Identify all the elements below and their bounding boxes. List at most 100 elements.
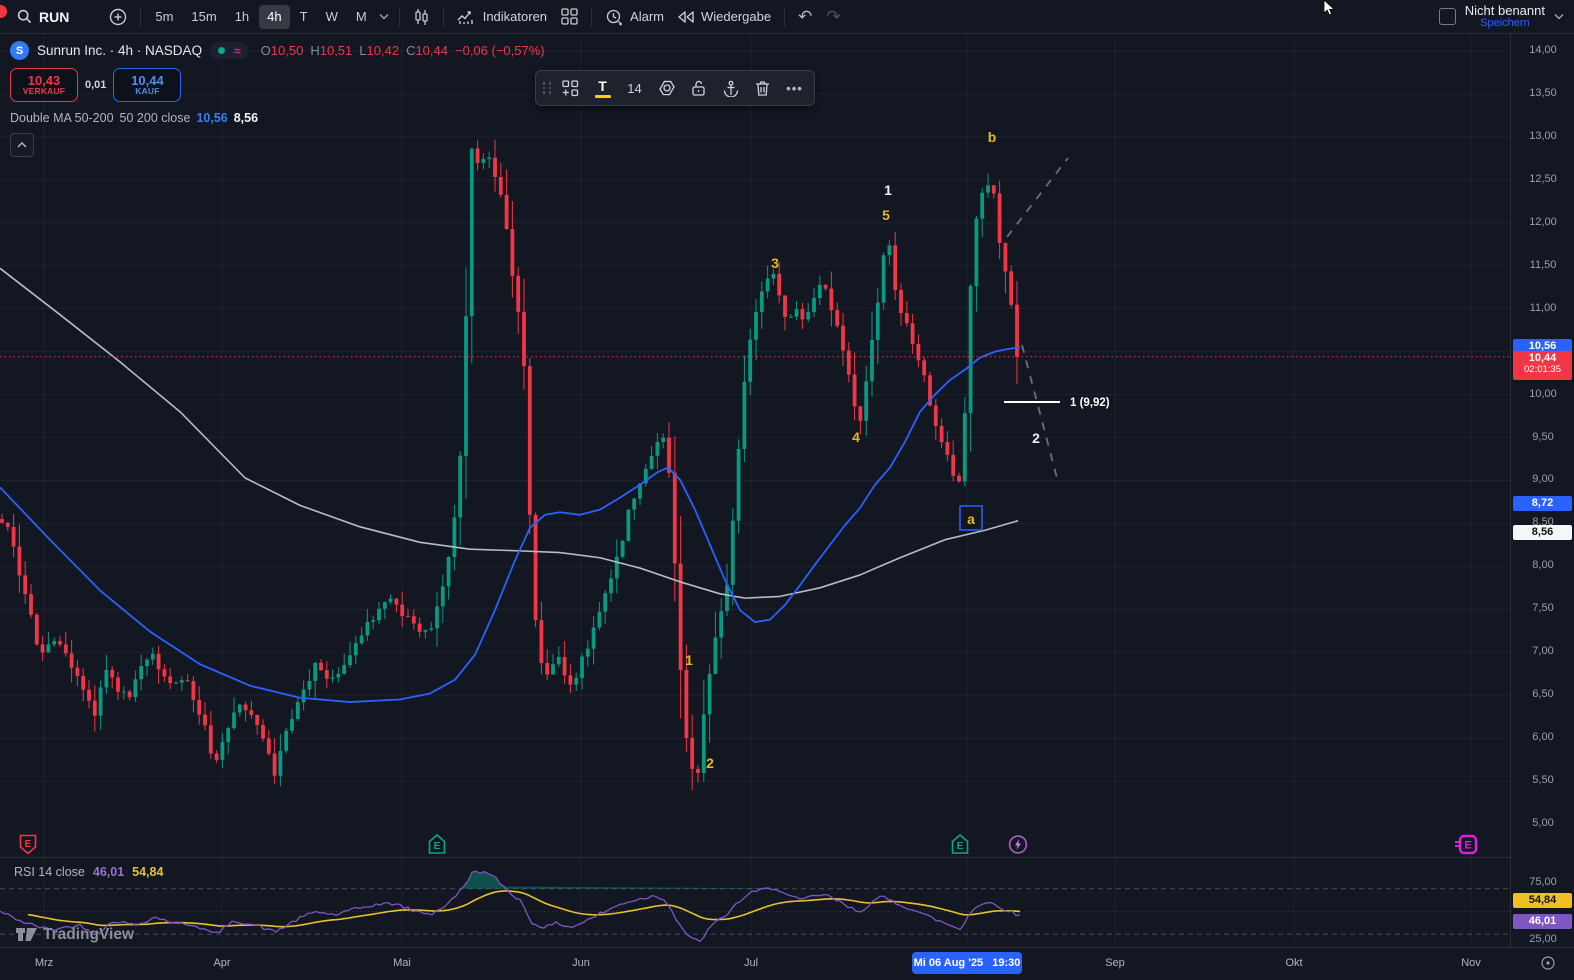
chart-style-button[interactable] <box>406 4 437 30</box>
indicator-legend[interactable]: Double MA 50-200 50 200 close 10,56 8,56 <box>10 111 552 125</box>
anchor-button[interactable] <box>716 74 745 102</box>
pane-separator[interactable] <box>0 857 1510 858</box>
rsi-legend[interactable]: RSI 14 close 46,01 54,84 <box>14 865 163 879</box>
watermark-text: TradingView <box>43 925 135 943</box>
price-tick-label: 6,50 <box>1532 688 1554 701</box>
layout-grid-button[interactable] <box>554 4 585 30</box>
timeframe-chevron-icon[interactable] <box>379 13 389 20</box>
rsi-title: RSI 14 close <box>14 865 85 879</box>
toolbar-drag-handle[interactable] <box>541 74 553 102</box>
market-status-pill[interactable]: ≈ <box>210 42 249 59</box>
top-toolbar: RUN 5m 15m 1h 4h T W M <box>0 0 1574 34</box>
symbol-ticker: RUN <box>39 8 70 25</box>
legend-collapse-button[interactable] <box>10 133 34 157</box>
timezone-clock-icon[interactable] <box>1540 955 1556 971</box>
price-tick-label: 12,50 <box>1529 172 1557 185</box>
layout-name-block[interactable]: Nicht benannt Speichern <box>1465 4 1545 29</box>
price-axis[interactable]: 14,0013,5013,0012,5012,0011,5011,0010,50… <box>1510 33 1574 948</box>
time-tick-Nov: Nov <box>1461 957 1481 969</box>
time-tick-Sep: Sep <box>1105 957 1125 969</box>
price-tick-label: 14,00 <box>1529 44 1557 56</box>
save-checkbox[interactable] <box>1438 8 1456 25</box>
price-tick-label: 7,00 <box>1532 645 1554 658</box>
trade-panel: 10,43 VERKAUF 0,01 10,44 KAUF <box>10 68 552 102</box>
rsi-ma-value: 54,84 <box>132 865 164 879</box>
power-lightning-icon[interactable] <box>1008 835 1028 860</box>
font-size-button[interactable]: 14 <box>620 74 649 102</box>
rewind-icon <box>678 10 694 23</box>
rsi-ma-badge: 54,84 <box>1513 892 1572 908</box>
wave-label: 2 <box>1032 430 1040 446</box>
indicator-value-slow: 8,56 <box>233 111 259 125</box>
more-options-button[interactable]: ••• <box>780 74 809 102</box>
redo-button[interactable]: ↷ <box>819 4 847 30</box>
ma-fast-price-badge: 10,56 <box>1513 339 1572 355</box>
rsi-plot <box>0 870 1510 943</box>
timeframe-15m[interactable]: 15m <box>191 9 217 24</box>
tradingview-logo-icon <box>16 928 37 941</box>
symbol-logo: S <box>10 41 29 60</box>
lock-button[interactable] <box>684 74 713 102</box>
measure-label: 1 (9,92) <box>1070 397 1110 409</box>
last-price-value: 10,44 <box>1528 351 1557 364</box>
timeframe-4h[interactable]: 4h <box>259 4 290 29</box>
earnings-green-icon[interactable]: E <box>951 833 970 860</box>
time-tick-Mrz: Mrz <box>34 957 54 969</box>
moving-averages <box>0 267 1021 703</box>
earnings-green-icon[interactable]: E <box>428 833 447 860</box>
replay-button[interactable]: Wiedergabe <box>671 4 778 30</box>
wave-label: a <box>967 511 975 527</box>
earnings-red-icon[interactable]: E <box>19 834 38 860</box>
wave-label: 2 <box>706 755 714 771</box>
market-open-dot-icon <box>218 47 226 54</box>
time-axis[interactable]: Mrz Apr Mai Jun Jul Sep Okt Nov Mi 06 Aug '25 1… <box>0 947 1574 980</box>
timeframe-1h[interactable]: 1h <box>234 9 250 24</box>
delete-button[interactable] <box>748 74 777 102</box>
timeframe-T[interactable]: T <box>299 9 308 24</box>
ohlc-values: O10,50 H10,51 L10,42 C10,44 −0,06 (−0,57%) <box>260 43 545 58</box>
symbol-title[interactable]: Sunrun Inc. · 4h · NASDAQ <box>37 43 203 58</box>
indicator-params: 50 200 close <box>119 111 191 125</box>
timeframe-M[interactable]: M <box>355 9 367 24</box>
timeframe-5m[interactable]: 5m <box>155 9 174 24</box>
price-tick-label: 9,00 <box>1532 473 1554 486</box>
settings-button[interactable] <box>652 74 681 102</box>
sell-button[interactable]: 10,43 VERKAUF <box>10 68 78 102</box>
save-link[interactable]: Speichern <box>1480 16 1530 29</box>
price-tick-label: 8,00 <box>1532 559 1554 572</box>
svg-text:E: E <box>1464 840 1471 852</box>
alarm-button[interactable]: Alarm <box>598 4 671 30</box>
candles-icon <box>413 8 430 26</box>
selected-annotation-box <box>959 505 983 531</box>
layout-grid-icon <box>561 8 578 25</box>
redo-icon: ↷ <box>826 6 841 26</box>
text-color-button[interactable]: T <box>588 74 617 102</box>
buy-button[interactable]: 10,44 KAUF <box>113 68 182 102</box>
indicators-button[interactable]: Indikatoren <box>450 4 554 30</box>
mouse-cursor <box>1323 0 1336 21</box>
timeframe-W[interactable]: W <box>325 9 338 24</box>
layout-chevron-icon[interactable] <box>1554 13 1564 20</box>
time-tick-Okt: Okt <box>1285 957 1303 969</box>
compare-add-button[interactable] <box>102 4 134 30</box>
indicators-icon <box>457 9 476 25</box>
time-tick-Apr: Apr <box>213 957 231 969</box>
toolbar-divider <box>398 6 400 27</box>
earnings-magenta-icon[interactable]: E <box>1454 834 1478 860</box>
replay-label: Wiedergabe <box>701 9 772 24</box>
alarm-label: Alarm <box>630 9 664 24</box>
search-icon <box>17 9 32 24</box>
price-tick-label: 10,00 <box>1529 387 1557 400</box>
blue-level-badge: 8,72 <box>1513 496 1572 512</box>
undo-button[interactable]: ↶ <box>791 4 819 30</box>
tradingview-watermark[interactable]: TradingView <box>16 925 134 944</box>
price-tick-label: 12,00 <box>1529 215 1557 228</box>
symbol-search-button[interactable]: RUN <box>10 4 76 30</box>
approx-price-icon: ≈ <box>234 43 241 58</box>
template-button[interactable] <box>556 74 585 102</box>
time-tick-Jun: Jun <box>572 957 590 969</box>
toolbar-divider <box>591 6 593 27</box>
last-price-badge: 10,44 02:01:35 <box>1513 350 1572 380</box>
undo-icon: ↶ <box>798 6 813 26</box>
